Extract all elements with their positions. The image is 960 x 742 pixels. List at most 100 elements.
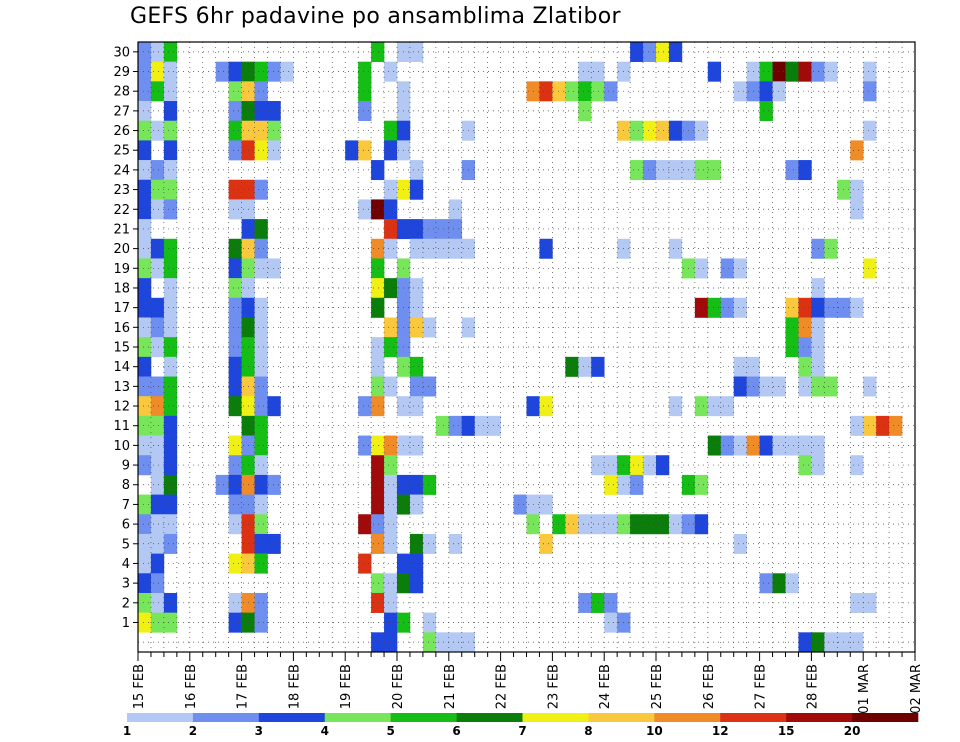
heatmap-cell xyxy=(228,61,242,82)
heatmap-cell xyxy=(824,376,838,397)
heatmap-cell xyxy=(228,297,242,318)
x-tick-label: 26 FEB xyxy=(702,664,717,709)
heatmap-cell xyxy=(668,514,683,535)
chart-title: GEFS 6hr padavine po ansamblima Zlatibor xyxy=(130,4,621,29)
heatmap-cell xyxy=(409,494,424,515)
heatmap-cell xyxy=(785,297,799,318)
heatmap-cell xyxy=(630,514,644,535)
heatmap-cell xyxy=(150,592,165,613)
heatmap-cell xyxy=(254,356,268,377)
heatmap-cell xyxy=(591,592,605,613)
heatmap-cell xyxy=(578,101,592,122)
heatmap-cell xyxy=(138,435,152,456)
heatmap-cell xyxy=(409,317,424,338)
heatmap-cell xyxy=(163,81,178,102)
heatmap-cell xyxy=(138,337,152,358)
heatmap-cell xyxy=(409,42,424,62)
heatmap-cell xyxy=(798,632,812,653)
heatmap-cell xyxy=(824,61,838,82)
heatmap-cell xyxy=(694,297,709,318)
heatmap-cell xyxy=(487,415,501,436)
colorbar-label: 7 xyxy=(518,724,526,738)
heatmap-cell xyxy=(254,140,268,161)
heatmap-cell xyxy=(358,61,372,82)
heatmap-cell xyxy=(409,533,424,554)
heatmap-cell xyxy=(578,514,592,535)
heatmap-cell xyxy=(358,81,372,102)
heatmap-cell xyxy=(798,376,812,397)
heatmap-cell xyxy=(759,81,773,102)
heatmap-cell xyxy=(254,592,268,613)
heatmap-cell xyxy=(138,376,152,397)
y-tick-label: 3 xyxy=(122,577,130,592)
heatmap-cell xyxy=(409,356,424,377)
heatmap-cell xyxy=(384,219,398,240)
heatmap-cell xyxy=(384,612,398,633)
heatmap-cell xyxy=(772,61,786,82)
heatmap-cell xyxy=(656,514,670,535)
y-tick-label: 17 xyxy=(113,301,130,316)
heatmap-cell xyxy=(630,160,644,181)
heatmap-cell xyxy=(643,42,657,62)
x-tick-label: 28 FEB xyxy=(805,664,820,709)
heatmap-cell xyxy=(733,533,747,554)
colorbar-label: 8 xyxy=(584,724,592,738)
heatmap-cell xyxy=(228,494,242,515)
heatmap-cell xyxy=(138,278,152,299)
heatmap-cell xyxy=(824,238,838,259)
heatmap-cell xyxy=(150,42,165,62)
x-tick-label: 01 MAR xyxy=(857,664,872,714)
heatmap-cell xyxy=(824,632,838,653)
y-tick-label: 19 xyxy=(113,262,130,277)
heatmap-cell xyxy=(798,297,812,318)
heatmap-cell xyxy=(254,415,268,436)
heatmap-cell xyxy=(772,573,786,594)
heatmap-cell xyxy=(720,258,734,279)
heatmap-cell xyxy=(163,455,178,476)
heatmap-cell xyxy=(267,258,281,279)
y-tick-label: 13 xyxy=(113,380,130,395)
heatmap-cell xyxy=(254,101,268,122)
heatmap-cell xyxy=(863,258,877,279)
heatmap-cell xyxy=(694,160,709,181)
heatmap-cell xyxy=(668,238,683,259)
x-tick-label: 22 FEB xyxy=(495,664,510,709)
heatmap-cell xyxy=(163,337,178,358)
heatmap-cell xyxy=(228,455,242,476)
heatmap-cell xyxy=(138,258,152,279)
colorbar-swatch xyxy=(654,713,721,722)
heatmap-cell xyxy=(138,455,152,476)
heatmap-cell xyxy=(384,317,398,338)
heatmap-cell xyxy=(422,533,437,554)
heatmap-cell xyxy=(267,120,281,141)
heatmap-cell xyxy=(474,415,488,436)
heatmap-cell xyxy=(539,81,553,102)
heatmap-cell xyxy=(228,376,242,397)
x-tick-label: 19 FEB xyxy=(339,664,354,709)
heatmap-cell xyxy=(630,455,644,476)
heatmap-cell xyxy=(863,120,877,141)
heatmap-cell xyxy=(254,435,268,456)
heatmap-cell xyxy=(371,573,385,594)
heatmap-cell xyxy=(254,179,268,200)
heatmap-cell xyxy=(707,396,722,417)
colorbar-label: 3 xyxy=(255,724,263,738)
heatmap-cell xyxy=(759,61,773,82)
heatmap-cell xyxy=(539,533,553,554)
heatmap-cell xyxy=(163,474,178,495)
heatmap-cell xyxy=(707,435,722,456)
heatmap-cell xyxy=(280,61,294,82)
heatmap-cell xyxy=(409,573,424,594)
y-tick-label: 6 xyxy=(122,518,130,533)
heatmap-cell xyxy=(876,415,890,436)
heatmap-cell xyxy=(150,455,165,476)
heatmap-cell xyxy=(215,474,229,495)
heatmap-cell xyxy=(384,632,398,653)
heatmap-cell xyxy=(630,474,644,495)
heatmap-cell xyxy=(163,42,178,62)
heatmap-cell xyxy=(850,455,864,476)
heatmap-cell xyxy=(228,81,242,102)
heatmap-cell xyxy=(267,61,281,82)
x-tick-label: 20 FEB xyxy=(391,664,406,709)
heatmap-cell xyxy=(656,120,670,141)
